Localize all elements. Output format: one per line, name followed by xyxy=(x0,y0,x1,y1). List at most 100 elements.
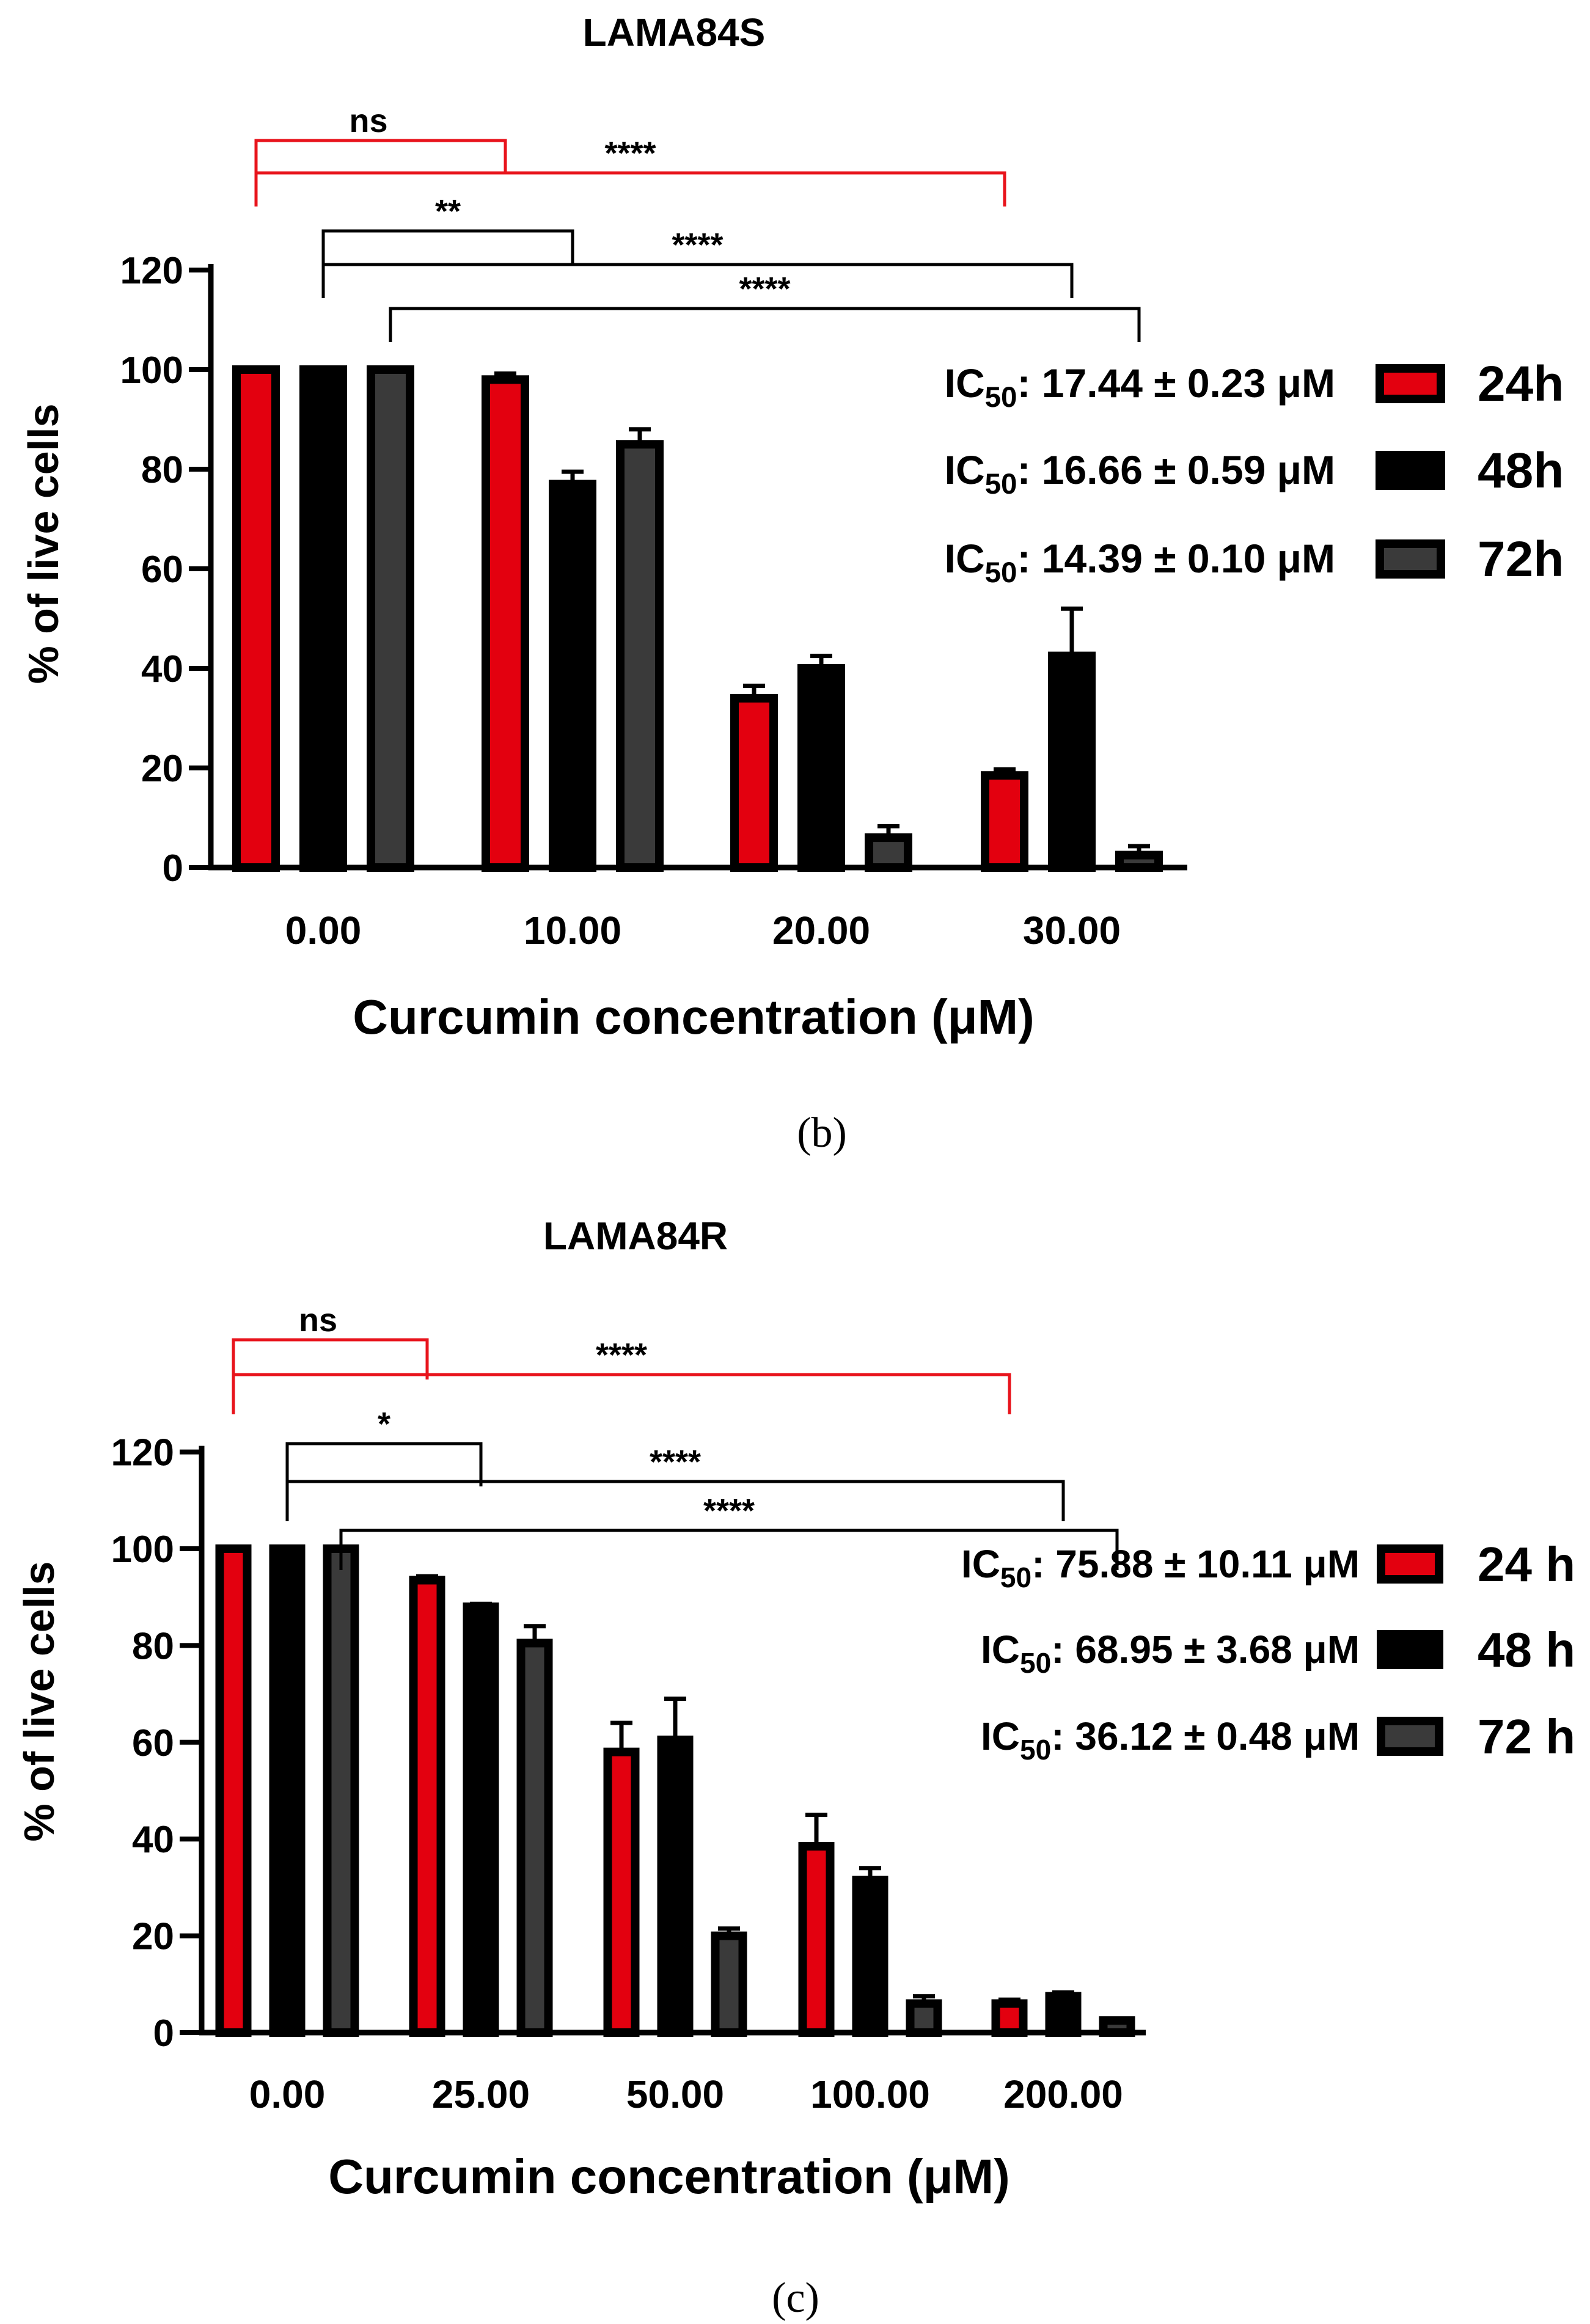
chart-title: LAMA84S xyxy=(583,10,766,54)
y-tick-label: 20 xyxy=(141,748,183,790)
x-axis-label: Curcumin concentration (μM) xyxy=(328,2149,1010,2204)
y-tick-label: 120 xyxy=(111,1432,174,1474)
bar-48h-200.00 xyxy=(1045,1992,1082,2037)
bar-72h-50.00 xyxy=(711,1931,747,2037)
figure-caption: (b) xyxy=(797,1109,847,1157)
ic50-value: : 17.44 ± 0.23 μM xyxy=(1017,360,1335,406)
legend-label: 72h xyxy=(1478,532,1564,587)
y-tick-label: 0 xyxy=(153,2012,174,2055)
ic50-text: IC50: 75.88 ± 10.11 μM xyxy=(961,1542,1360,1593)
significance-label: ns xyxy=(349,103,387,139)
y-axis-label: % of live cells xyxy=(20,403,67,684)
bar-48h-25.00 xyxy=(463,1602,499,2037)
ic50-prefix: IC xyxy=(981,1628,1020,1672)
legend-label: 48 h xyxy=(1478,1623,1575,1677)
bar-72h-0.00 xyxy=(323,1544,359,2037)
significance-label: **** xyxy=(703,1493,755,1529)
legend-row-48h: 48h IC50: 16.66 ± 0.59 μM xyxy=(945,443,1564,500)
significance-label: **** xyxy=(596,1337,647,1373)
significance-label: * xyxy=(378,1406,390,1442)
significance-bracket xyxy=(254,139,507,174)
x-tick-label: 0.00 xyxy=(285,908,362,952)
significance-bracket xyxy=(321,263,1074,298)
x-axis-label: Curcumin concentration (μM) xyxy=(353,990,1035,1044)
y-tick-label: 60 xyxy=(141,549,183,591)
legend-swatch xyxy=(1377,1717,1443,1756)
ic50-subscript: 50 xyxy=(1020,1647,1051,1679)
x-tick-label: 10.00 xyxy=(524,908,621,952)
legend-label: 24 h xyxy=(1478,1537,1575,1591)
y-axis-label: % of live cells xyxy=(15,1561,63,1841)
significance-bracket xyxy=(285,1442,483,1486)
ic50-prefix: IC xyxy=(945,360,985,406)
significance-label: ns xyxy=(299,1302,337,1339)
legend-row-72h: 72 h IC50: 36.12 ± 0.48 μM xyxy=(981,1709,1575,1766)
bar-24h-20.00 xyxy=(730,693,778,872)
ic50-prefix: IC xyxy=(945,447,985,492)
ic50-text: IC50: 36.12 ± 0.48 μM xyxy=(981,1714,1360,1766)
significance-label: ** xyxy=(435,193,461,230)
significance-bracket xyxy=(339,1529,1119,1570)
ic50-value: : 14.39 ± 0.10 μM xyxy=(1017,536,1335,581)
legend-label: 24h xyxy=(1478,356,1564,412)
x-tick-label: 30.00 xyxy=(1023,908,1121,952)
bar-48h-0.00 xyxy=(299,365,347,872)
legend-label: 72 h xyxy=(1478,1709,1575,1764)
bar-24h-30.00 xyxy=(981,771,1028,872)
bar-48h-10.00 xyxy=(549,480,596,872)
ic50-text: IC50: 14.39 ± 0.10 μM xyxy=(945,536,1335,589)
chart-lama84s: LAMA84S 0 20 40 60 80 100 120 % of live cells 0.0… xyxy=(20,10,1564,1157)
bar-24h-0.00 xyxy=(215,1544,252,2037)
ic50-subscript: 50 xyxy=(1000,1562,1031,1593)
significance-label: **** xyxy=(739,271,790,307)
significance-label: **** xyxy=(672,227,723,263)
bar-24h-100.00 xyxy=(798,1842,835,2037)
bar-72h-200.00 xyxy=(1099,2016,1135,2037)
bar-48h-30.00 xyxy=(1048,651,1096,872)
ic50-subscript: 50 xyxy=(1020,1734,1051,1766)
legend-label: 48h xyxy=(1478,443,1564,499)
legend-row-48h: 48 h IC50: 68.95 ± 3.68 μM xyxy=(981,1623,1575,1679)
legend-swatch xyxy=(1377,1630,1443,1669)
significance-bracket xyxy=(254,171,1006,206)
significance-bracket xyxy=(389,307,1141,342)
figure-caption: (c) xyxy=(772,2275,819,2322)
significance-label: **** xyxy=(604,135,656,172)
x-tick-label: 25.00 xyxy=(432,2072,530,2116)
y-tick-label: 80 xyxy=(141,449,183,491)
bar-48h-20.00 xyxy=(797,664,845,872)
bar-48h-50.00 xyxy=(657,1735,694,2037)
bar-72h-30.00 xyxy=(1115,850,1163,872)
legend-swatch xyxy=(1377,1544,1443,1584)
x-tick-label: 50.00 xyxy=(626,2072,724,2116)
x-tick-label: 100.00 xyxy=(810,2072,930,2116)
y-tick-label: 80 xyxy=(132,1625,174,1667)
ic50-subscript: 50 xyxy=(985,468,1017,500)
y-tick-label: 40 xyxy=(132,1819,174,1861)
significance-bracket xyxy=(232,1373,1011,1414)
ic50-prefix: IC xyxy=(961,1542,1000,1586)
legend-row-24h: 24h IC50: 17.44 ± 0.23 μM xyxy=(945,356,1564,414)
x-tick-label: 0.00 xyxy=(249,2072,326,2116)
x-tick-label: 200.00 xyxy=(1003,2072,1123,2116)
ic50-text: IC50: 68.95 ± 3.68 μM xyxy=(981,1628,1360,1679)
legend-swatch xyxy=(1376,364,1445,403)
significance-bracket xyxy=(285,1480,1065,1521)
bar-72h-20.00 xyxy=(865,833,912,872)
y-tick-label: 40 xyxy=(141,648,183,690)
bar-72h-100.00 xyxy=(906,1999,942,2037)
significance-bracket xyxy=(232,1338,429,1379)
y-tick-label: 0 xyxy=(163,847,183,890)
legend-row-72h: 72h IC50: 14.39 ± 0.10 μM xyxy=(945,532,1564,589)
legend-swatch xyxy=(1376,451,1445,490)
y-tick-label: 100 xyxy=(120,349,183,392)
y-tick-label: 120 xyxy=(120,250,183,292)
bar-48h-100.00 xyxy=(852,1876,888,2037)
ic50-prefix: IC xyxy=(981,1714,1020,1758)
y-tick-label: 100 xyxy=(111,1529,174,1571)
bar-24h-200.00 xyxy=(991,1999,1028,2037)
ic50-value: : 68.95 ± 3.68 μM xyxy=(1051,1628,1360,1672)
legend-swatch xyxy=(1376,539,1445,579)
ic50-value: : 36.12 ± 0.48 μM xyxy=(1051,1714,1360,1758)
